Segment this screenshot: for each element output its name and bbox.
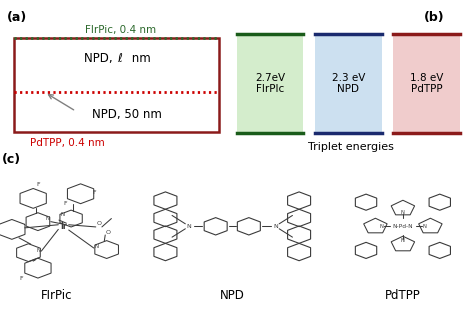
Text: N: N [423, 224, 427, 229]
Bar [393, 34, 460, 133]
Text: 1.8 eV
PdTPP: 1.8 eV PdTPP [410, 73, 443, 95]
Text: ℓ: ℓ [117, 52, 122, 65]
Text: F: F [19, 277, 23, 281]
Text: (b): (b) [423, 11, 444, 24]
Text: O: O [97, 221, 102, 226]
Text: F: F [64, 201, 67, 206]
Text: N: N [187, 224, 191, 229]
Text: N: N [401, 238, 405, 243]
Text: NPD,: NPD, [84, 52, 116, 65]
Text: F: F [92, 190, 96, 195]
Bar [237, 34, 303, 133]
Text: (a): (a) [7, 11, 27, 24]
Text: N: N [37, 248, 41, 253]
Text: nm: nm [128, 52, 151, 65]
Text: N-Pd-N: N-Pd-N [392, 224, 413, 229]
Text: F: F [36, 182, 40, 187]
Text: 2.3 eV
NPD: 2.3 eV NPD [332, 73, 365, 95]
Text: Triplet energies: Triplet energies [308, 142, 394, 152]
Text: N: N [401, 210, 405, 215]
Text: PdTPP: PdTPP [385, 289, 421, 302]
Text: N: N [61, 212, 64, 217]
Text: NPD, 50 nm: NPD, 50 nm [92, 108, 162, 121]
Text: NPD: NPD [220, 289, 245, 302]
Text: N: N [94, 244, 98, 249]
Text: N: N [273, 224, 278, 229]
Text: N: N [46, 216, 49, 221]
Text: O: O [106, 230, 110, 235]
Text: (c): (c) [2, 153, 21, 166]
Text: FIrPic: FIrPic [41, 289, 73, 302]
Bar [14, 38, 219, 132]
Text: Ir: Ir [61, 222, 67, 231]
Text: PdTPP, 0.4 nm: PdTPP, 0.4 nm [30, 138, 104, 148]
Text: FIrPic, 0.4 nm: FIrPic, 0.4 nm [85, 25, 156, 35]
Text: N: N [379, 224, 383, 229]
Bar [315, 34, 382, 133]
Text: 2.7eV
FIrPlc: 2.7eV FIrPlc [255, 73, 285, 95]
